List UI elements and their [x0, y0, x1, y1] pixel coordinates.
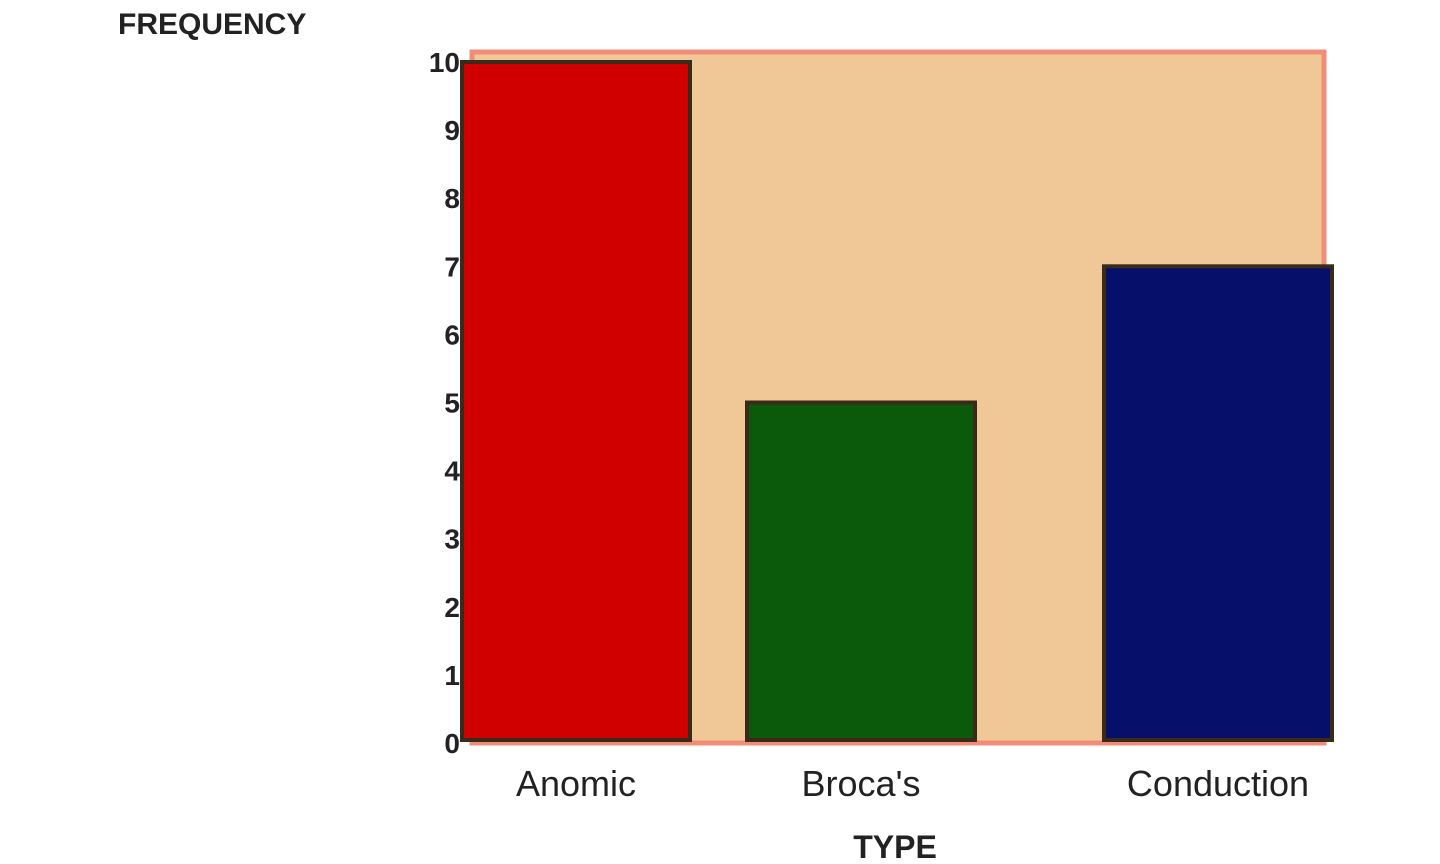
y-tick-label: 2: [444, 592, 460, 623]
y-tick-label: 10: [429, 47, 460, 78]
bar: [460, 60, 692, 742]
x-tick-label: Broca's: [802, 763, 921, 804]
y-tick-label: 6: [444, 319, 460, 350]
y-tick-label: 1: [444, 660, 460, 691]
x-tick-label: Anomic: [516, 763, 636, 804]
bars: [460, 60, 1334, 742]
x-axis-label: TYPE: [853, 829, 937, 864]
y-ticks: 0 1 2 3 4 5 6 7 8 9 10: [429, 47, 461, 759]
y-tick-label: 4: [444, 456, 460, 487]
y-tick-label: 3: [444, 524, 460, 555]
bar: [745, 400, 977, 742]
y-tick-label: 5: [444, 388, 460, 419]
x-ticks: Anomic Broca's Conduction: [516, 763, 1309, 804]
y-tick-label: 7: [444, 251, 460, 282]
y-axis-label: FREQUENCY: [118, 8, 306, 41]
bar: [1102, 264, 1334, 742]
y-tick-label: 9: [444, 115, 460, 146]
y-tick-label: 0: [444, 728, 460, 759]
y-tick-label: 8: [444, 183, 460, 214]
x-tick-label: Conduction: [1127, 763, 1309, 804]
